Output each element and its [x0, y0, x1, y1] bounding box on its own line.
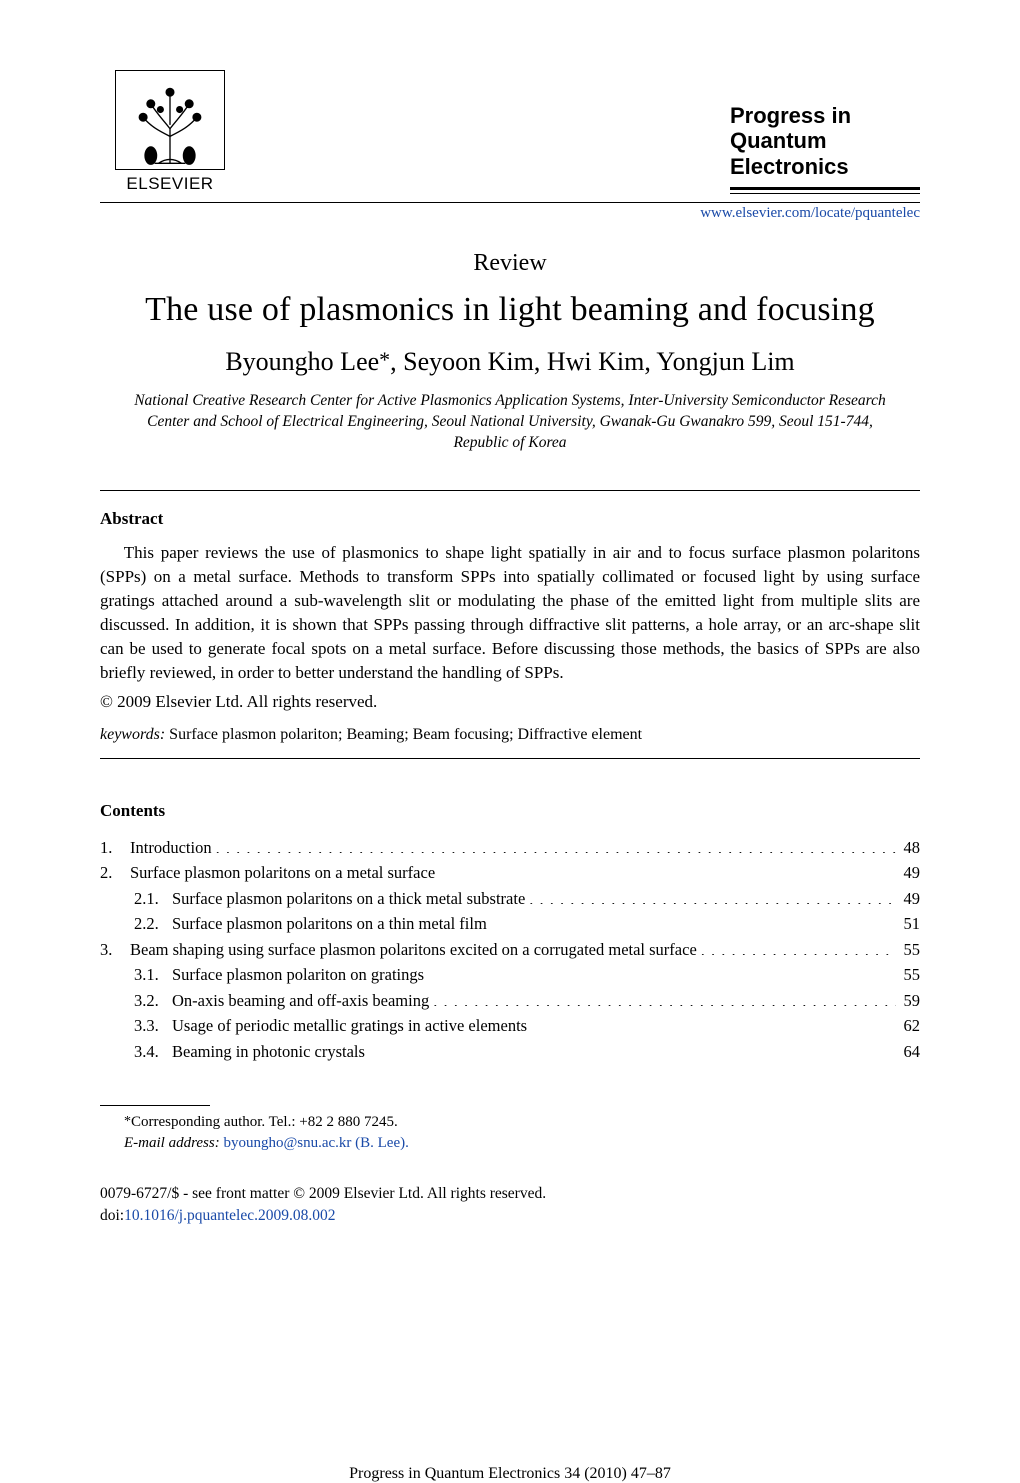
bottom-meta: 0079-6727/$ - see front matter © 2009 El…	[100, 1183, 920, 1226]
toc-leaders	[216, 836, 896, 853]
toc-label: Surface plasmon polaritons on a thick me…	[172, 886, 525, 912]
abstract-top-rule	[100, 490, 920, 491]
journal-title-l3: Electronics	[730, 154, 849, 179]
toc-number: 2.2.	[134, 911, 172, 937]
journal-title: Progress in Quantum Electronics	[730, 103, 920, 179]
toc-number: 3.	[100, 937, 130, 963]
toc-number: 3.4.	[134, 1039, 172, 1065]
corresponding-symbol: *	[379, 347, 390, 372]
copyright-line: © 2009 Elsevier Ltd. All rights reserved…	[100, 692, 920, 712]
toc-label: Surface plasmon polaritons on a metal su…	[130, 860, 435, 886]
toc-row[interactable]: 3.3.Usage of periodic metallic gratings …	[100, 1013, 920, 1039]
table-of-contents: 1.Introduction482.Surface plasmon polari…	[100, 835, 920, 1065]
toc-number: 1.	[100, 835, 130, 861]
article-type: Review	[100, 250, 920, 277]
toc-leaders	[369, 1041, 896, 1058]
footnote-block: *Corresponding author. Tel.: +82 2 880 7…	[100, 1112, 920, 1156]
toc-leaders	[529, 887, 895, 904]
toc-row[interactable]: 2.2.Surface plasmon polaritons on a thin…	[100, 911, 920, 937]
journal-block: Progress in Quantum Electronics	[730, 103, 920, 194]
keywords-bottom-rule	[100, 758, 920, 759]
toc-row[interactable]: 2.Surface plasmon polaritons on a metal …	[100, 860, 920, 886]
front-matter-line: 0079-6727/$ - see front matter © 2009 El…	[100, 1183, 920, 1205]
toc-row[interactable]: 1.Introduction 48	[100, 835, 920, 861]
toc-row[interactable]: 3.2.On-axis beaming and off-axis beaming…	[100, 988, 920, 1014]
toc-row[interactable]: 2.1.Surface plasmon polaritons on a thic…	[100, 886, 920, 912]
toc-number: 2.	[100, 860, 130, 886]
contents-header: Contents	[100, 801, 920, 821]
doi-link[interactable]: 10.1016/j.pquantelec.2009.08.002	[124, 1207, 335, 1224]
toc-label: Introduction	[130, 835, 212, 861]
journal-title-l2: Quantum	[730, 128, 827, 153]
toc-label: Beaming in photonic crystals	[172, 1039, 365, 1065]
toc-page: 51	[900, 911, 921, 937]
keywords-label: keywords:	[100, 726, 165, 743]
journal-homepage-link[interactable]: www.elsevier.com/locate/pquantelec	[100, 205, 920, 222]
abstract-header: Abstract	[100, 509, 920, 529]
affiliation: National Creative Research Center for Ac…	[130, 391, 890, 454]
toc-leaders	[531, 1015, 895, 1032]
toc-page: 55	[900, 962, 921, 988]
header-rule	[100, 202, 920, 203]
keywords-text: Surface plasmon polariton; Beaming; Beam…	[165, 726, 642, 743]
header-row: ELSEVIER Progress in Quantum Electronics…	[100, 70, 920, 194]
toc-number: 3.3.	[134, 1013, 172, 1039]
toc-number: 2.1.	[134, 886, 172, 912]
abstract-body: This paper reviews the use of plasmonics…	[100, 541, 920, 686]
keywords-line: keywords: Surface plasmon polariton; Bea…	[100, 726, 920, 744]
toc-label: Surface plasmon polariton on gratings	[172, 962, 424, 988]
author-primary: Byoungho Lee	[225, 347, 379, 376]
footnote-corr-symbol: *	[124, 1114, 131, 1129]
toc-page: 48	[900, 835, 921, 861]
page-container: ELSEVIER Progress in Quantum Electronics…	[0, 0, 1020, 1483]
footnote-corresponding: Corresponding author. Tel.: +82 2 880 72…	[131, 1114, 398, 1130]
toc-leaders	[439, 862, 895, 879]
biblio-line: Progress in Quantum Electronics 34 (2010…	[349, 1465, 671, 1483]
publisher-name: ELSEVIER	[126, 174, 213, 194]
footnote-rule	[100, 1105, 210, 1106]
tree-icon	[122, 77, 218, 167]
toc-leaders	[433, 989, 895, 1006]
authors-rest: , Seyoon Kim, Hwi Kim, Yongjun Lim	[390, 347, 795, 376]
footnote-email-label: E-mail address:	[124, 1135, 220, 1151]
toc-row[interactable]: 3.Beam shaping using surface plasmon pol…	[100, 937, 920, 963]
doi-label: doi:	[100, 1207, 124, 1224]
elsevier-logo	[115, 70, 225, 170]
publisher-block: ELSEVIER	[100, 70, 240, 194]
toc-row[interactable]: 3.4.Beaming in photonic crystals 64	[100, 1039, 920, 1065]
toc-label: Beam shaping using surface plasmon polar…	[130, 937, 697, 963]
toc-row[interactable]: 3.1.Surface plasmon polariton on grating…	[100, 962, 920, 988]
toc-leaders	[701, 938, 896, 955]
toc-page: 49	[900, 860, 921, 886]
toc-page: 49	[900, 886, 921, 912]
authors-line: Byoungho Lee*, Seyoon Kim, Hwi Kim, Yong…	[100, 347, 920, 377]
toc-leaders	[428, 964, 895, 981]
article-title: The use of plasmonics in light beaming a…	[100, 291, 920, 329]
toc-label: Usage of periodic metallic gratings in a…	[172, 1013, 527, 1039]
toc-number: 3.1.	[134, 962, 172, 988]
toc-page: 55	[900, 937, 921, 963]
toc-leaders	[491, 913, 896, 930]
footnote-email[interactable]: byoungho@snu.ac.kr (B. Lee).	[220, 1135, 409, 1151]
toc-page: 62	[900, 1013, 921, 1039]
toc-page: 64	[900, 1039, 921, 1065]
toc-page: 59	[900, 988, 921, 1014]
journal-rules	[730, 187, 920, 194]
journal-title-l1: Progress in	[730, 103, 851, 128]
toc-label: On-axis beaming and off-axis beaming	[172, 988, 429, 1014]
toc-number: 3.2.	[134, 988, 172, 1014]
toc-label: Surface plasmon polaritons on a thin met…	[172, 911, 487, 937]
